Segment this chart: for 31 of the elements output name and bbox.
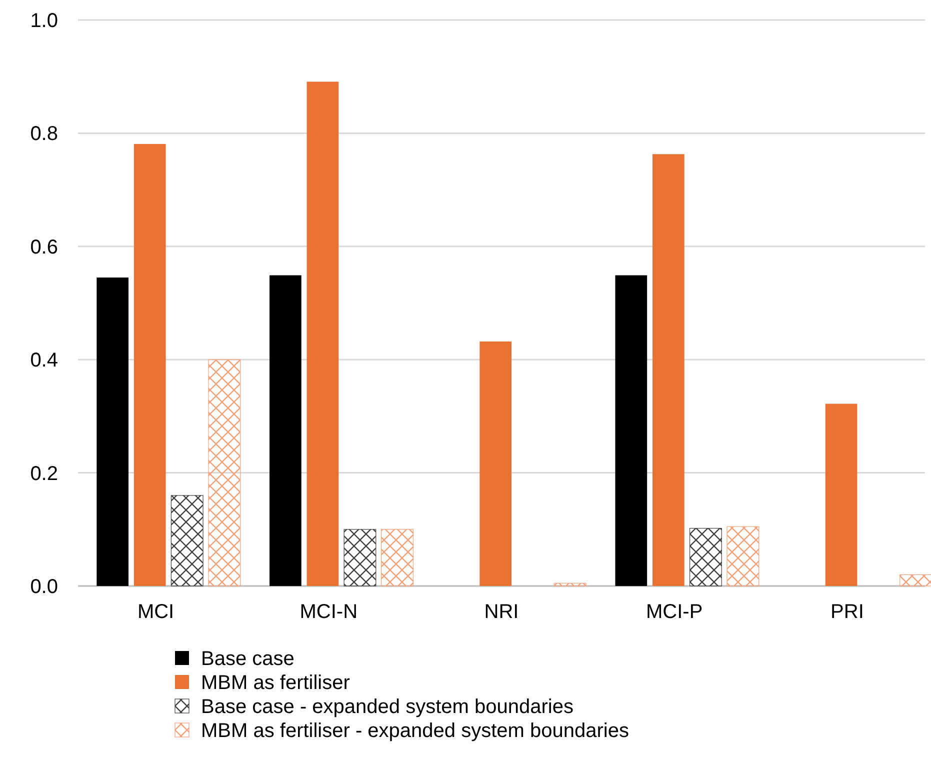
bar bbox=[689, 528, 722, 586]
bar bbox=[344, 529, 376, 586]
bar bbox=[900, 574, 931, 586]
x-tick-label: MCI bbox=[137, 601, 174, 623]
bar bbox=[96, 278, 129, 586]
bar bbox=[615, 275, 648, 586]
bar bbox=[381, 529, 414, 586]
x-tick-label: NRI bbox=[484, 601, 519, 623]
y-tick-label: 0.4 bbox=[30, 350, 58, 372]
legend-label: MBM as fertiliser - expanded system boundaries bbox=[201, 720, 629, 742]
bar bbox=[208, 359, 241, 586]
bar bbox=[270, 275, 302, 586]
legend-label: Base case - expanded system boundaries bbox=[201, 696, 574, 718]
y-tick-label: 0.2 bbox=[30, 462, 58, 485]
x-tick-label: MCI-N bbox=[300, 601, 358, 623]
legend-label: Base case bbox=[201, 648, 294, 670]
bar bbox=[480, 341, 512, 586]
bar bbox=[825, 404, 858, 586]
x-tick-label: MCI-P bbox=[646, 601, 703, 623]
legend-label: MBM as fertiliser bbox=[201, 672, 350, 694]
y-tick-label: 0.8 bbox=[30, 123, 58, 146]
bar bbox=[170, 495, 204, 586]
bar bbox=[554, 582, 586, 586]
bar bbox=[134, 144, 166, 586]
y-tick-label: 1.0 bbox=[30, 10, 58, 32]
bar bbox=[652, 154, 684, 586]
bar bbox=[306, 82, 339, 586]
bar bbox=[726, 526, 760, 586]
y-tick-label: 0.0 bbox=[30, 576, 58, 598]
y-tick-label: 0.6 bbox=[30, 236, 58, 258]
x-tick-label: PRI bbox=[830, 601, 864, 623]
